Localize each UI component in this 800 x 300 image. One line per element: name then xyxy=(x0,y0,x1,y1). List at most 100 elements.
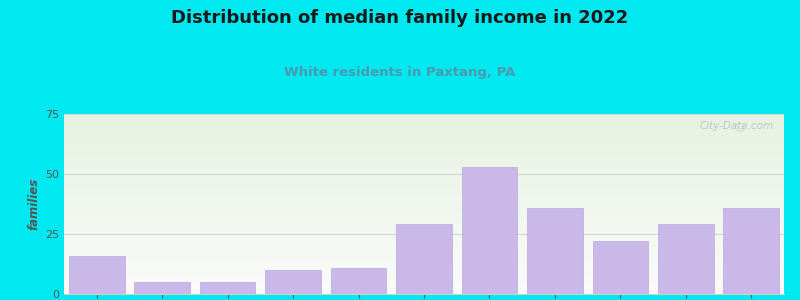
Bar xyxy=(64,263,784,265)
Bar xyxy=(64,114,784,116)
Bar xyxy=(64,170,784,172)
Bar xyxy=(64,276,784,278)
Bar xyxy=(64,256,784,258)
Bar xyxy=(64,181,784,182)
Bar xyxy=(64,177,784,179)
Bar xyxy=(64,238,784,240)
Bar xyxy=(64,137,784,139)
Bar xyxy=(64,226,784,227)
Bar xyxy=(64,190,784,191)
Bar xyxy=(64,272,784,274)
Bar xyxy=(64,269,784,271)
Bar xyxy=(64,186,784,188)
Bar xyxy=(64,148,784,150)
Bar xyxy=(64,254,784,256)
Bar xyxy=(64,197,784,199)
Bar xyxy=(64,191,784,193)
Bar xyxy=(64,127,784,128)
Bar xyxy=(64,274,784,276)
Bar xyxy=(64,163,784,164)
Bar xyxy=(64,242,784,244)
Bar xyxy=(64,206,784,208)
Bar xyxy=(64,172,784,173)
Bar xyxy=(64,150,784,152)
Bar xyxy=(266,270,321,294)
Bar xyxy=(64,130,784,132)
Bar xyxy=(64,152,784,154)
Bar xyxy=(64,208,784,209)
Bar xyxy=(462,167,518,294)
Bar xyxy=(64,154,784,155)
Bar xyxy=(64,173,784,175)
Bar xyxy=(64,229,784,231)
Bar xyxy=(64,258,784,260)
Bar xyxy=(64,199,784,200)
Bar xyxy=(64,231,784,233)
Bar xyxy=(64,179,784,181)
Bar xyxy=(64,121,784,123)
Bar xyxy=(64,218,784,220)
Bar xyxy=(64,290,784,292)
Bar xyxy=(64,244,784,245)
Bar xyxy=(64,220,784,222)
Bar xyxy=(64,211,784,213)
Text: ○: ○ xyxy=(734,121,744,131)
Bar xyxy=(64,119,784,121)
Bar xyxy=(64,166,784,168)
Bar xyxy=(69,256,125,294)
Bar xyxy=(64,281,784,283)
Bar xyxy=(64,123,784,125)
Bar xyxy=(64,217,784,218)
Bar xyxy=(64,215,784,217)
Y-axis label: families: families xyxy=(28,178,41,230)
Bar xyxy=(64,285,784,287)
Bar xyxy=(396,224,452,294)
Bar xyxy=(64,260,784,262)
Bar xyxy=(64,195,784,197)
Bar xyxy=(64,235,784,236)
Bar xyxy=(64,249,784,251)
Bar xyxy=(64,236,784,238)
Bar xyxy=(64,292,784,294)
Bar xyxy=(64,168,784,170)
Bar xyxy=(64,253,784,254)
Bar xyxy=(64,188,784,190)
Bar xyxy=(64,262,784,263)
Bar xyxy=(64,184,784,186)
Bar xyxy=(64,222,784,224)
Text: City-Data.com: City-Data.com xyxy=(699,121,773,131)
Bar xyxy=(330,268,386,294)
Bar xyxy=(64,200,784,202)
Bar xyxy=(64,128,784,130)
Bar xyxy=(64,139,784,141)
Bar xyxy=(64,251,784,253)
Bar xyxy=(64,132,784,134)
Bar xyxy=(64,204,784,206)
Bar xyxy=(64,143,784,145)
Bar xyxy=(64,118,784,119)
Bar xyxy=(64,145,784,146)
Bar xyxy=(200,282,255,294)
Bar xyxy=(64,247,784,249)
Bar xyxy=(64,175,784,177)
Bar xyxy=(64,283,784,285)
Bar xyxy=(64,155,784,157)
Bar xyxy=(64,164,784,166)
Bar xyxy=(64,213,784,215)
Bar xyxy=(64,134,784,136)
Bar xyxy=(527,208,582,294)
Bar xyxy=(64,278,784,280)
Bar xyxy=(723,208,779,294)
Bar xyxy=(64,202,784,204)
Bar xyxy=(64,280,784,281)
Bar xyxy=(64,265,784,267)
Bar xyxy=(64,182,784,184)
Bar xyxy=(64,116,784,118)
Bar xyxy=(64,233,784,235)
Bar xyxy=(64,240,784,242)
Bar xyxy=(64,267,784,269)
Bar xyxy=(64,146,784,148)
Bar xyxy=(658,224,714,294)
Bar xyxy=(64,157,784,159)
Bar xyxy=(64,224,784,226)
